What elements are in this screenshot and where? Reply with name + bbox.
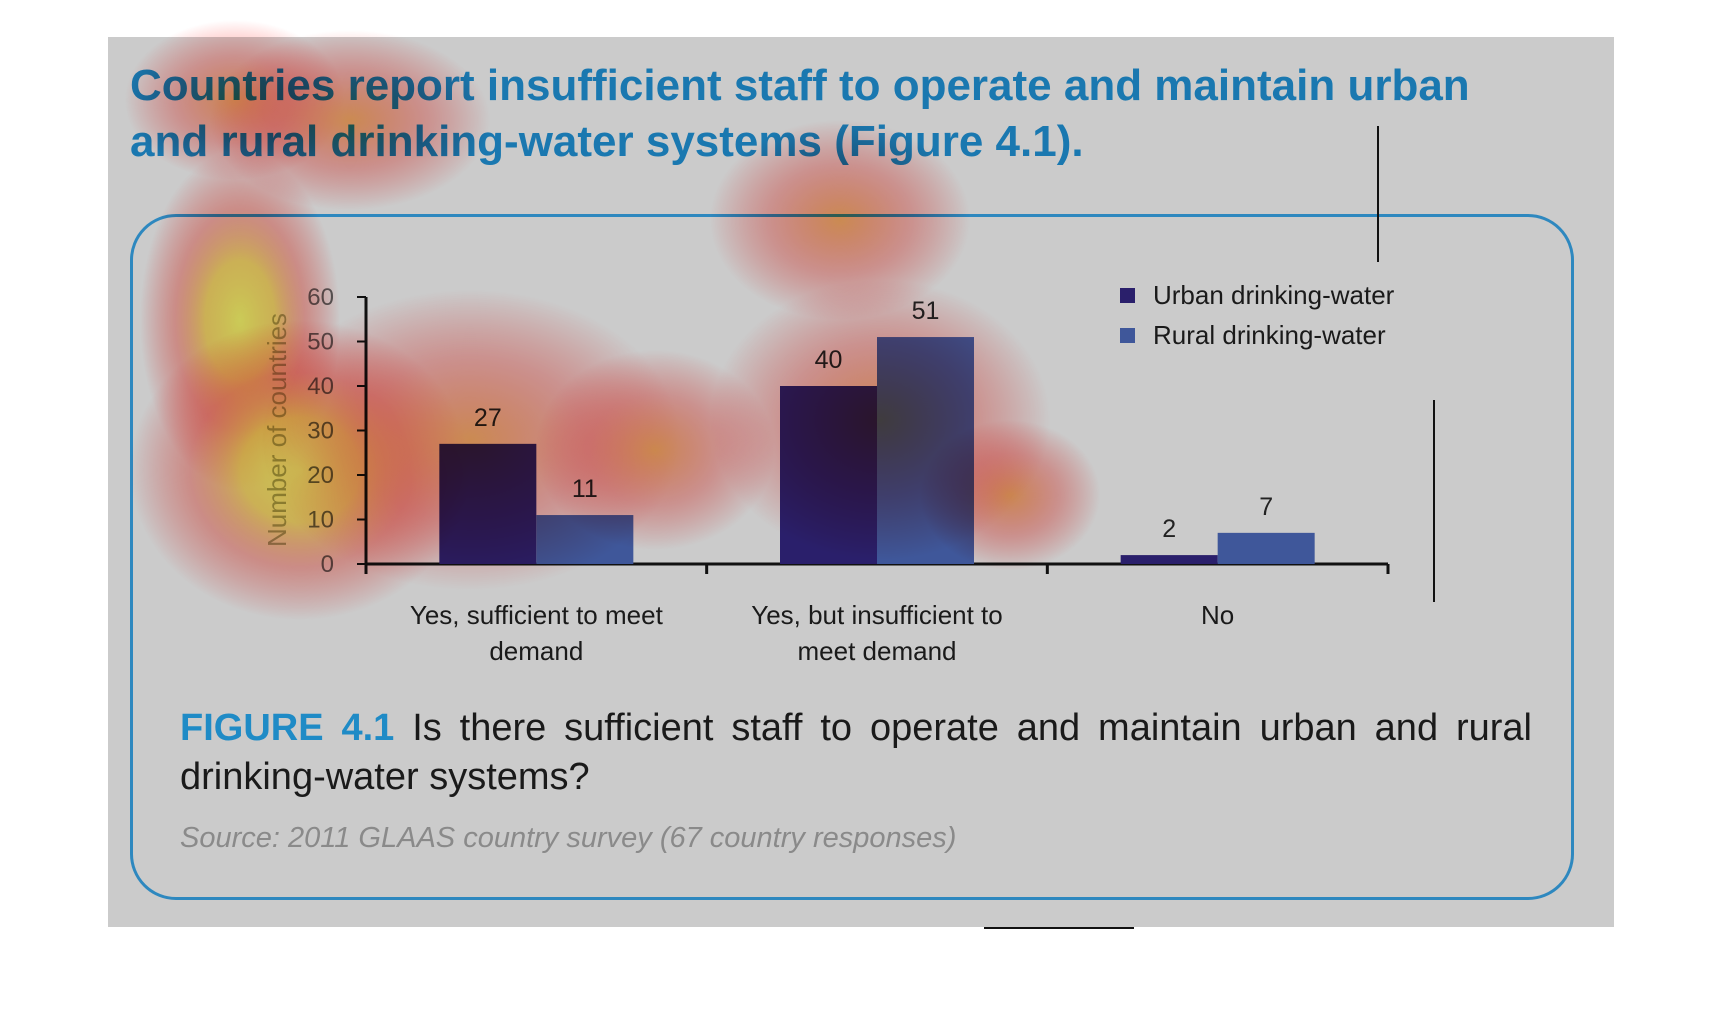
x-tick-label: Yes, but insufficient to [751, 600, 1003, 630]
x-tick-label: demand [489, 636, 583, 666]
annotation-line [984, 927, 1134, 929]
chart-legend: Urban drinking-water Rural drinking-water [1120, 280, 1395, 350]
x-tick-label: meet demand [798, 636, 957, 666]
data-label: 2 [1162, 515, 1176, 543]
figure-source: Source: 2011 GLAAS country survey (67 co… [180, 822, 957, 854]
x-tick-label: No [1201, 600, 1234, 630]
bar [1120, 555, 1218, 564]
annotation-line [1433, 400, 1435, 602]
attention-heatmap-overlay [125, 20, 1100, 620]
heatmap-blob [210, 30, 490, 210]
figure-caption: FIGURE 4.1 Is there sufficient staff to … [180, 704, 1532, 802]
legend-swatch [1120, 328, 1135, 343]
heatmap-blob [710, 120, 970, 320]
annotation-line [1377, 126, 1379, 262]
chart-labels: Yes, sufficient to meet demand Yes, but in… [410, 297, 1273, 666]
heatmap-blob [710, 280, 1050, 560]
x-tick-label: Yes, sufficient to meet [410, 600, 664, 630]
legend-label: Urban drinking-water [1153, 280, 1395, 310]
bar [1217, 532, 1315, 564]
legend-label: Rural drinking-water [1153, 320, 1386, 350]
figure-caption-text: Is there sufficient staff to operate and… [180, 707, 1532, 798]
figure-label: FIGURE 4.1 [180, 707, 395, 749]
legend-swatch [1120, 288, 1135, 303]
data-label: 7 [1259, 493, 1273, 521]
